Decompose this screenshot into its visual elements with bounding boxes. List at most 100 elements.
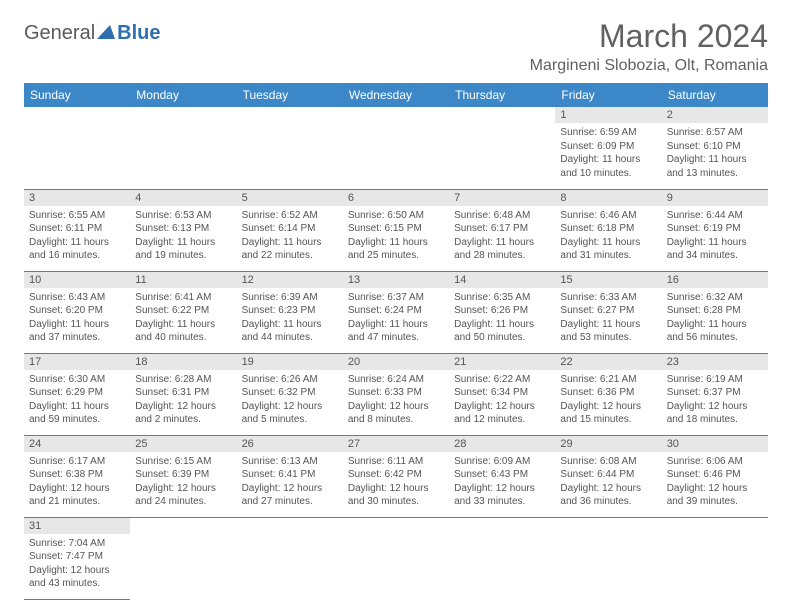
calendar-cell: 18Sunrise: 6:28 AMSunset: 6:31 PMDayligh… — [130, 353, 236, 435]
cell-line: and 50 minutes. — [454, 331, 550, 345]
calendar-cell: 7Sunrise: 6:48 AMSunset: 6:17 PMDaylight… — [449, 189, 555, 271]
cell-line: Sunrise: 6:13 AM — [242, 455, 338, 469]
cell-line: Daylight: 11 hours — [560, 318, 656, 332]
cell-line: and 53 minutes. — [560, 331, 656, 345]
cell-line: Sunset: 6:17 PM — [454, 222, 550, 236]
cell-line: and 19 minutes. — [135, 249, 231, 263]
cell-line: Sunrise: 6:28 AM — [135, 373, 231, 387]
calendar-week-row: 1Sunrise: 6:59 AMSunset: 6:09 PMDaylight… — [24, 107, 768, 189]
cell-line: Daylight: 12 hours — [29, 482, 125, 496]
cell-body: Sunrise: 6:13 AMSunset: 6:41 PMDaylight:… — [237, 452, 343, 514]
day-number: 19 — [237, 354, 343, 370]
cell-body: Sunrise: 6:43 AMSunset: 6:20 PMDaylight:… — [24, 288, 130, 350]
calendar-cell: 1Sunrise: 6:59 AMSunset: 6:09 PMDaylight… — [555, 107, 661, 189]
cell-line: and 56 minutes. — [667, 331, 763, 345]
day-header: Thursday — [449, 83, 555, 107]
cell-line: Sunset: 6:33 PM — [348, 386, 444, 400]
calendar-cell — [449, 107, 555, 189]
cell-line: Sunset: 6:20 PM — [29, 304, 125, 318]
cell-body: Sunrise: 6:50 AMSunset: 6:15 PMDaylight:… — [343, 206, 449, 268]
cell-line: and 8 minutes. — [348, 413, 444, 427]
calendar-cell: 17Sunrise: 6:30 AMSunset: 6:29 PMDayligh… — [24, 353, 130, 435]
cell-line: and 36 minutes. — [560, 495, 656, 509]
cell-body: Sunrise: 6:46 AMSunset: 6:18 PMDaylight:… — [555, 206, 661, 268]
calendar-cell: 10Sunrise: 6:43 AMSunset: 6:20 PMDayligh… — [24, 271, 130, 353]
cell-line: Sunset: 6:32 PM — [242, 386, 338, 400]
cell-body: Sunrise: 6:37 AMSunset: 6:24 PMDaylight:… — [343, 288, 449, 350]
day-header-row: SundayMondayTuesdayWednesdayThursdayFrid… — [24, 83, 768, 107]
cell-line: Sunrise: 6:15 AM — [135, 455, 231, 469]
calendar-week-row: 17Sunrise: 6:30 AMSunset: 6:29 PMDayligh… — [24, 353, 768, 435]
cell-line: and 10 minutes. — [560, 167, 656, 181]
cell-line: Sunrise: 6:46 AM — [560, 209, 656, 223]
cell-line: Sunset: 6:43 PM — [454, 468, 550, 482]
logo-text-general: General — [24, 22, 95, 45]
day-number: 8 — [555, 190, 661, 206]
calendar-cell: 15Sunrise: 6:33 AMSunset: 6:27 PMDayligh… — [555, 271, 661, 353]
calendar-cell: 12Sunrise: 6:39 AMSunset: 6:23 PMDayligh… — [237, 271, 343, 353]
cell-line: Sunrise: 6:32 AM — [667, 291, 763, 305]
cell-line: and 21 minutes. — [29, 495, 125, 509]
day-number: 2 — [662, 107, 768, 123]
cell-line: Sunset: 6:41 PM — [242, 468, 338, 482]
day-number: 20 — [343, 354, 449, 370]
cell-body: Sunrise: 6:15 AMSunset: 6:39 PMDaylight:… — [130, 452, 236, 514]
calendar-cell: 26Sunrise: 6:13 AMSunset: 6:41 PMDayligh… — [237, 435, 343, 517]
day-number: 18 — [130, 354, 236, 370]
day-number: 23 — [662, 354, 768, 370]
cell-line: Sunrise: 6:26 AM — [242, 373, 338, 387]
cell-line: and 16 minutes. — [29, 249, 125, 263]
cell-body: Sunrise: 6:26 AMSunset: 6:32 PMDaylight:… — [237, 370, 343, 432]
calendar-cell: 25Sunrise: 6:15 AMSunset: 6:39 PMDayligh… — [130, 435, 236, 517]
logo-text-blue: Blue — [117, 22, 160, 45]
cell-line: Sunset: 6:13 PM — [135, 222, 231, 236]
cell-line: Sunrise: 6:48 AM — [454, 209, 550, 223]
cell-body: Sunrise: 6:41 AMSunset: 6:22 PMDaylight:… — [130, 288, 236, 350]
cell-line: Sunrise: 6:08 AM — [560, 455, 656, 469]
day-number: 29 — [555, 436, 661, 452]
cell-line: Sunset: 6:38 PM — [29, 468, 125, 482]
cell-line: Daylight: 11 hours — [135, 318, 231, 332]
day-header: Monday — [130, 83, 236, 107]
cell-line: Sunset: 6:39 PM — [135, 468, 231, 482]
cell-body: Sunrise: 6:33 AMSunset: 6:27 PMDaylight:… — [555, 288, 661, 350]
logo: General Blue — [24, 18, 161, 45]
cell-line: Daylight: 11 hours — [29, 400, 125, 414]
cell-line: and 30 minutes. — [348, 495, 444, 509]
cell-line: Daylight: 11 hours — [454, 318, 550, 332]
calendar-cell — [237, 107, 343, 189]
calendar-cell: 9Sunrise: 6:44 AMSunset: 6:19 PMDaylight… — [662, 189, 768, 271]
calendar-cell — [343, 107, 449, 189]
day-number: 15 — [555, 272, 661, 288]
cell-line: Sunset: 6:14 PM — [242, 222, 338, 236]
cell-line: and 22 minutes. — [242, 249, 338, 263]
cell-line: Sunrise: 6:19 AM — [667, 373, 763, 387]
cell-body: Sunrise: 6:52 AMSunset: 6:14 PMDaylight:… — [237, 206, 343, 268]
cell-line: Daylight: 12 hours — [560, 482, 656, 496]
cell-body: Sunrise: 6:21 AMSunset: 6:36 PMDaylight:… — [555, 370, 661, 432]
cell-line: Daylight: 11 hours — [667, 153, 763, 167]
cell-line: Sunrise: 6:24 AM — [348, 373, 444, 387]
day-number: 14 — [449, 272, 555, 288]
day-number: 22 — [555, 354, 661, 370]
calendar-cell: 23Sunrise: 6:19 AMSunset: 6:37 PMDayligh… — [662, 353, 768, 435]
calendar-cell: 8Sunrise: 6:46 AMSunset: 6:18 PMDaylight… — [555, 189, 661, 271]
cell-line: and 2 minutes. — [135, 413, 231, 427]
day-number: 7 — [449, 190, 555, 206]
cell-line: Sunrise: 6:35 AM — [454, 291, 550, 305]
day-number: 1 — [555, 107, 661, 123]
day-number: 21 — [449, 354, 555, 370]
cell-body: Sunrise: 6:57 AMSunset: 6:10 PMDaylight:… — [662, 123, 768, 185]
calendar-cell: 31Sunrise: 7:04 AMSunset: 7:47 PMDayligh… — [24, 517, 130, 599]
cell-line: Sunrise: 6:21 AM — [560, 373, 656, 387]
calendar-cell — [449, 517, 555, 599]
cell-line: and 28 minutes. — [454, 249, 550, 263]
calendar-cell: 4Sunrise: 6:53 AMSunset: 6:13 PMDaylight… — [130, 189, 236, 271]
cell-line: Daylight: 11 hours — [135, 236, 231, 250]
day-number: 5 — [237, 190, 343, 206]
cell-body: Sunrise: 6:53 AMSunset: 6:13 PMDaylight:… — [130, 206, 236, 268]
cell-line: Sunrise: 6:53 AM — [135, 209, 231, 223]
cell-line: Daylight: 11 hours — [348, 318, 444, 332]
location-text: Margineni Slobozia, Olt, Romania — [530, 57, 768, 75]
cell-line: Sunset: 6:09 PM — [560, 140, 656, 154]
